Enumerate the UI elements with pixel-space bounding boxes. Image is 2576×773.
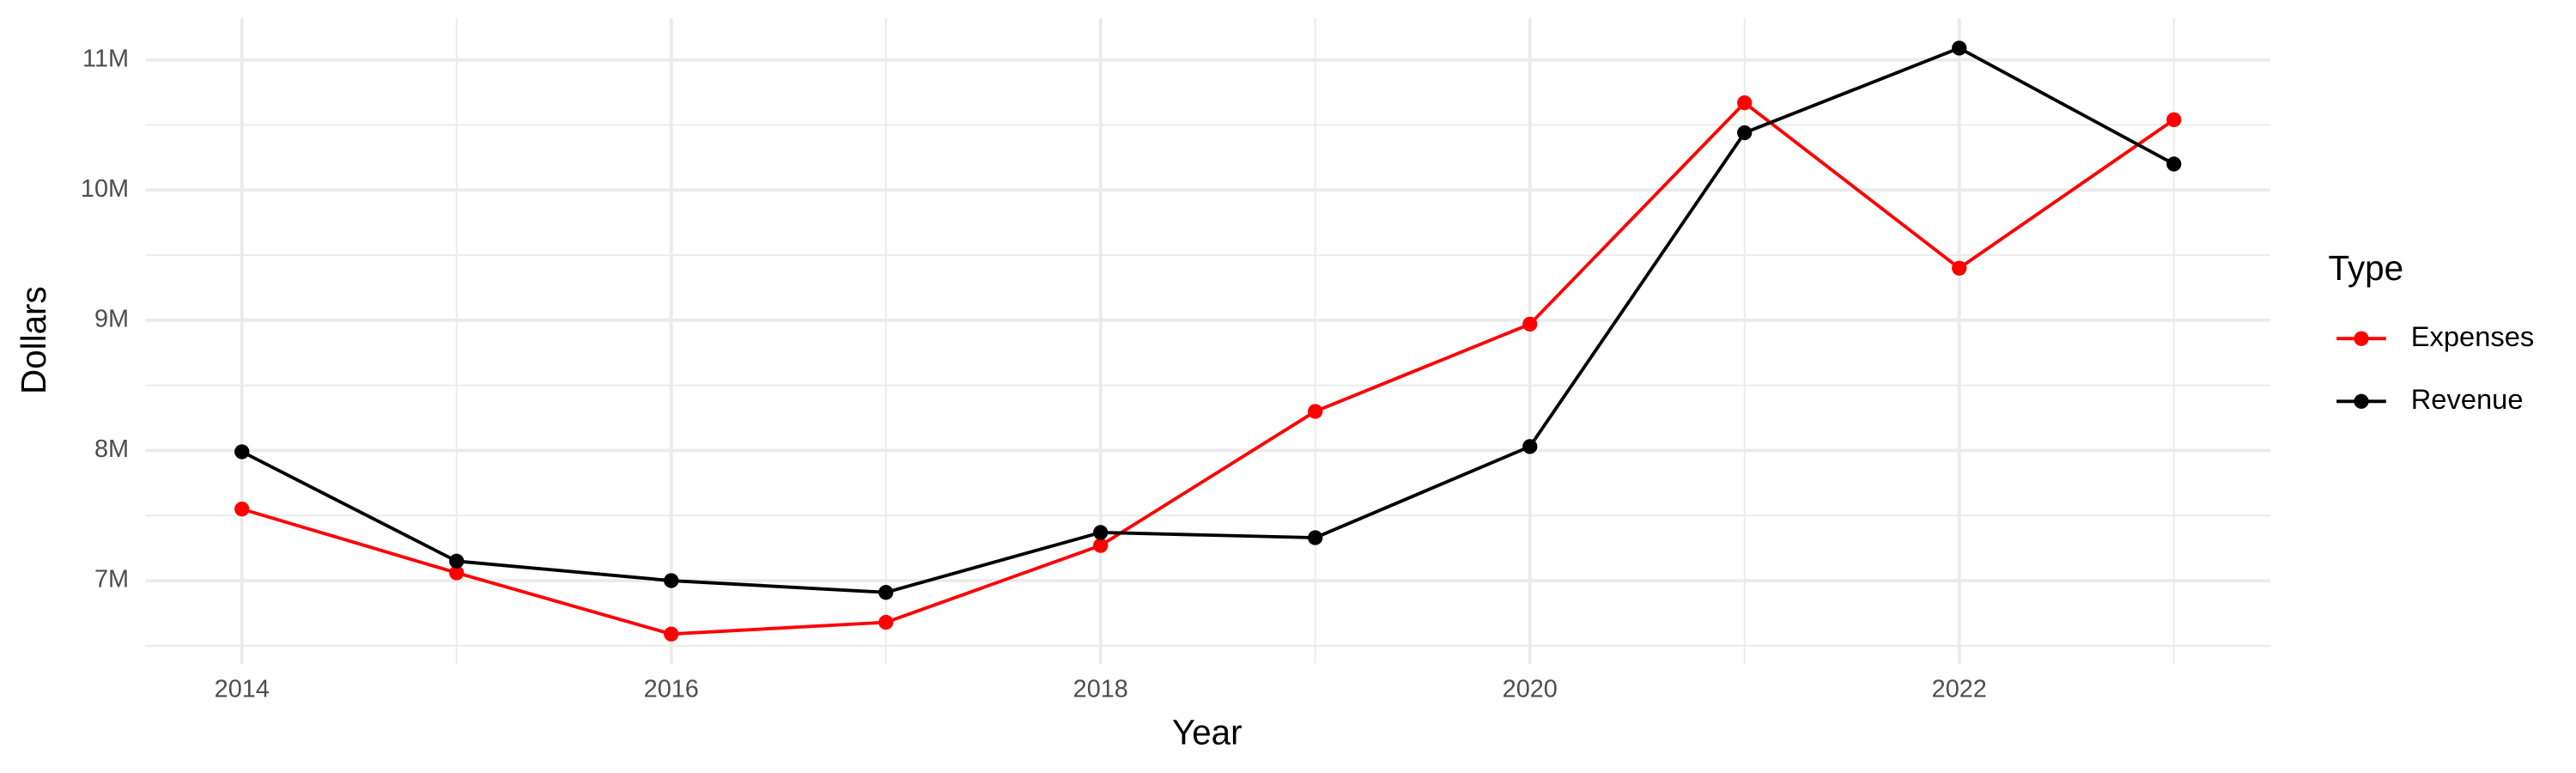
data-point [234,502,250,517]
data-point [2166,112,2182,128]
data-point [234,444,250,460]
x-tick-label: 2018 [1073,675,1128,703]
series-line [241,100,2175,636]
legend-label: Expenses [2411,320,2535,352]
data-point [664,573,679,588]
data-point [2166,156,2182,172]
legend-label: Revenue [2411,383,2524,415]
data-point [1308,530,1323,545]
data-point [1737,95,1753,111]
y-tick-label: 7M [94,566,129,593]
data-point [1308,404,1323,419]
data-point [1522,439,1538,454]
data-point [1522,316,1538,332]
y-axis-title: Dollars [14,286,53,394]
y-tick-label: 11M [82,45,129,72]
y-tick-label: 8M [94,435,129,463]
legend-swatch-point [2354,331,2369,346]
data-point [449,553,465,569]
data-point [1952,260,1967,276]
y-tick-label: 9M [94,305,129,332]
x-tick-label: 2014 [215,675,270,703]
x-tick-label: 2022 [1932,675,1987,703]
x-tick-label: 2016 [644,675,699,703]
x-tick-label: 2020 [1503,675,1558,703]
data-point [449,565,465,581]
data-point [878,614,894,630]
data-point [1952,40,1967,56]
x-axis-title: Year [1172,712,1242,752]
data-point [664,626,679,642]
series-line [240,46,2175,594]
legend-swatch-point [2354,393,2369,409]
data-point [1093,525,1109,540]
data-point [1093,538,1109,553]
legend-title: Type [2329,248,2404,288]
data-point [1737,125,1753,141]
y-tick-label: 10M [81,175,129,203]
data-point [878,585,894,600]
